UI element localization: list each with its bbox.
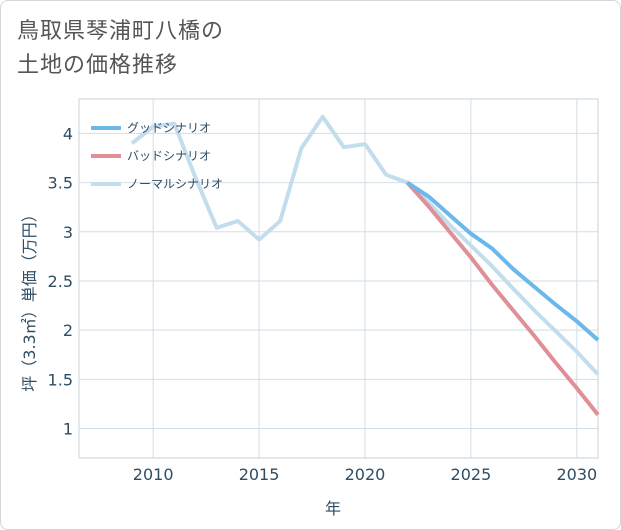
plot-area-border [78,98,599,459]
x-tick-label: 2025 [451,465,492,484]
legend-bad-label: バッドシナリオ [127,149,211,163]
bad-scenario-line [405,181,600,416]
chart-title-line2: 土地の価格推移 [17,53,179,78]
y-tick-label: 4 [63,124,73,143]
y-tick-label: 1.5 [48,370,73,389]
y-tick-label: 3.5 [48,174,73,193]
grid-lines [79,99,598,458]
y-tick-labels: 1 1.5 2 2.5 3 3.5 4 [48,124,73,438]
x-tick-label: 2030 [556,465,597,484]
x-tick-label: 2020 [345,465,386,484]
y-tick-label: 3 [63,223,73,242]
normal-scenario-line [130,114,600,376]
x-tick-labels: 2010 2015 2020 2025 2030 [133,465,597,484]
series-lines [130,114,600,416]
legend-normal-label: ノーマルシナリオ [127,177,223,191]
y-axis-label: 坪（3.3㎡）単価（万円） [20,206,39,391]
y-tick-label: 2.5 [48,272,73,291]
x-axis-label: 年 [325,499,341,518]
legend-good-label: グッドシナリオ [127,121,211,135]
y-tick-label: 1 [63,419,73,438]
y-tick-label: 2 [63,321,73,340]
good-scenario-line [406,180,600,342]
chart-title: 鳥取県琴浦町八橋の 土地の価格推移 [17,15,224,83]
x-tick-label: 2010 [133,465,174,484]
chart-title-line1: 鳥取県琴浦町八橋の [17,19,225,44]
x-tick-label: 2015 [239,465,280,484]
